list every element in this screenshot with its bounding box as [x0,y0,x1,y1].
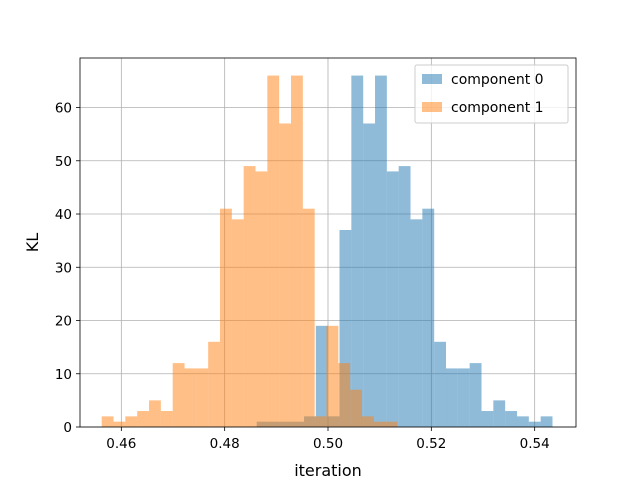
bar-series-0 [528,421,541,427]
bar-series-1 [243,166,256,427]
legend-label: component 1 [451,100,544,116]
bar-series-0 [481,411,494,427]
bar-series-0 [398,166,411,427]
bar-series-0 [339,229,352,427]
bar-series-0 [493,400,506,427]
y-tick-label: 20 [55,314,72,330]
bar-series-1 [373,421,386,427]
y-tick-label: 50 [55,154,72,170]
bar-series-0 [363,123,376,428]
x-tick-label: 0.54 [520,436,550,452]
bar-series-1 [160,411,173,427]
bar-series-0 [351,75,364,428]
bar-series-1 [125,416,138,427]
ticks: 0.46 0.48 0.50 0.52 0.54 0 10 20 30 40 50 60 [55,101,550,452]
bar-series-1 [314,416,327,427]
bar-series-1 [267,75,280,428]
bar-series-1 [101,416,114,427]
bar-series-0 [375,75,387,428]
bar-series-1 [291,75,303,428]
bar-series-1 [196,368,209,427]
x-axis-label: iteration [294,461,362,480]
legend: component 0 component 1 [414,64,569,124]
x-tick-label: 0.46 [106,436,136,452]
bar-series-0 [469,363,482,427]
x-tick-label: 0.50 [313,436,343,452]
bar-series-0 [410,219,423,427]
bar-series-0 [422,208,435,427]
legend-swatch [422,74,442,84]
x-tick-label: 0.52 [416,436,446,452]
bar-series-0 [315,325,328,427]
bar-series-0 [457,368,470,427]
bar-series-1 [149,400,161,427]
bar-series-0 [386,171,399,427]
bar-series-1 [184,368,197,427]
y-tick-label: 30 [55,260,72,276]
bar-series-1 [113,421,126,427]
bar-series-1 [338,363,351,427]
bar-series-1 [172,363,185,427]
bar-series-1 [361,416,374,427]
bar-series-1 [385,421,398,427]
legend-swatch [422,102,442,112]
x-tick-label: 0.48 [210,436,240,452]
bar-series-1 [137,411,150,427]
bar-series-1 [255,171,268,427]
bar-series-1 [220,208,232,427]
bar-series-0 [446,368,458,427]
bar-series-0 [516,416,529,427]
y-tick-label: 40 [55,207,72,223]
y-tick-label: 10 [55,367,72,383]
bar-series-0 [540,416,553,427]
y-axis-label: KL [23,233,42,252]
bar-series-1 [208,341,221,427]
legend-label: component 0 [451,72,544,88]
bar-series-1 [350,389,362,427]
bar-series-1 [302,208,315,427]
bar-series-1 [231,219,244,427]
bar-series-0 [505,411,517,427]
bar-series-0 [434,341,447,427]
bar-series-1 [326,325,339,427]
legend-box [414,64,569,124]
bars [101,75,553,428]
bar-series-1 [279,123,292,428]
y-tick-label: 60 [55,101,72,117]
y-tick-label: 0 [63,420,72,436]
